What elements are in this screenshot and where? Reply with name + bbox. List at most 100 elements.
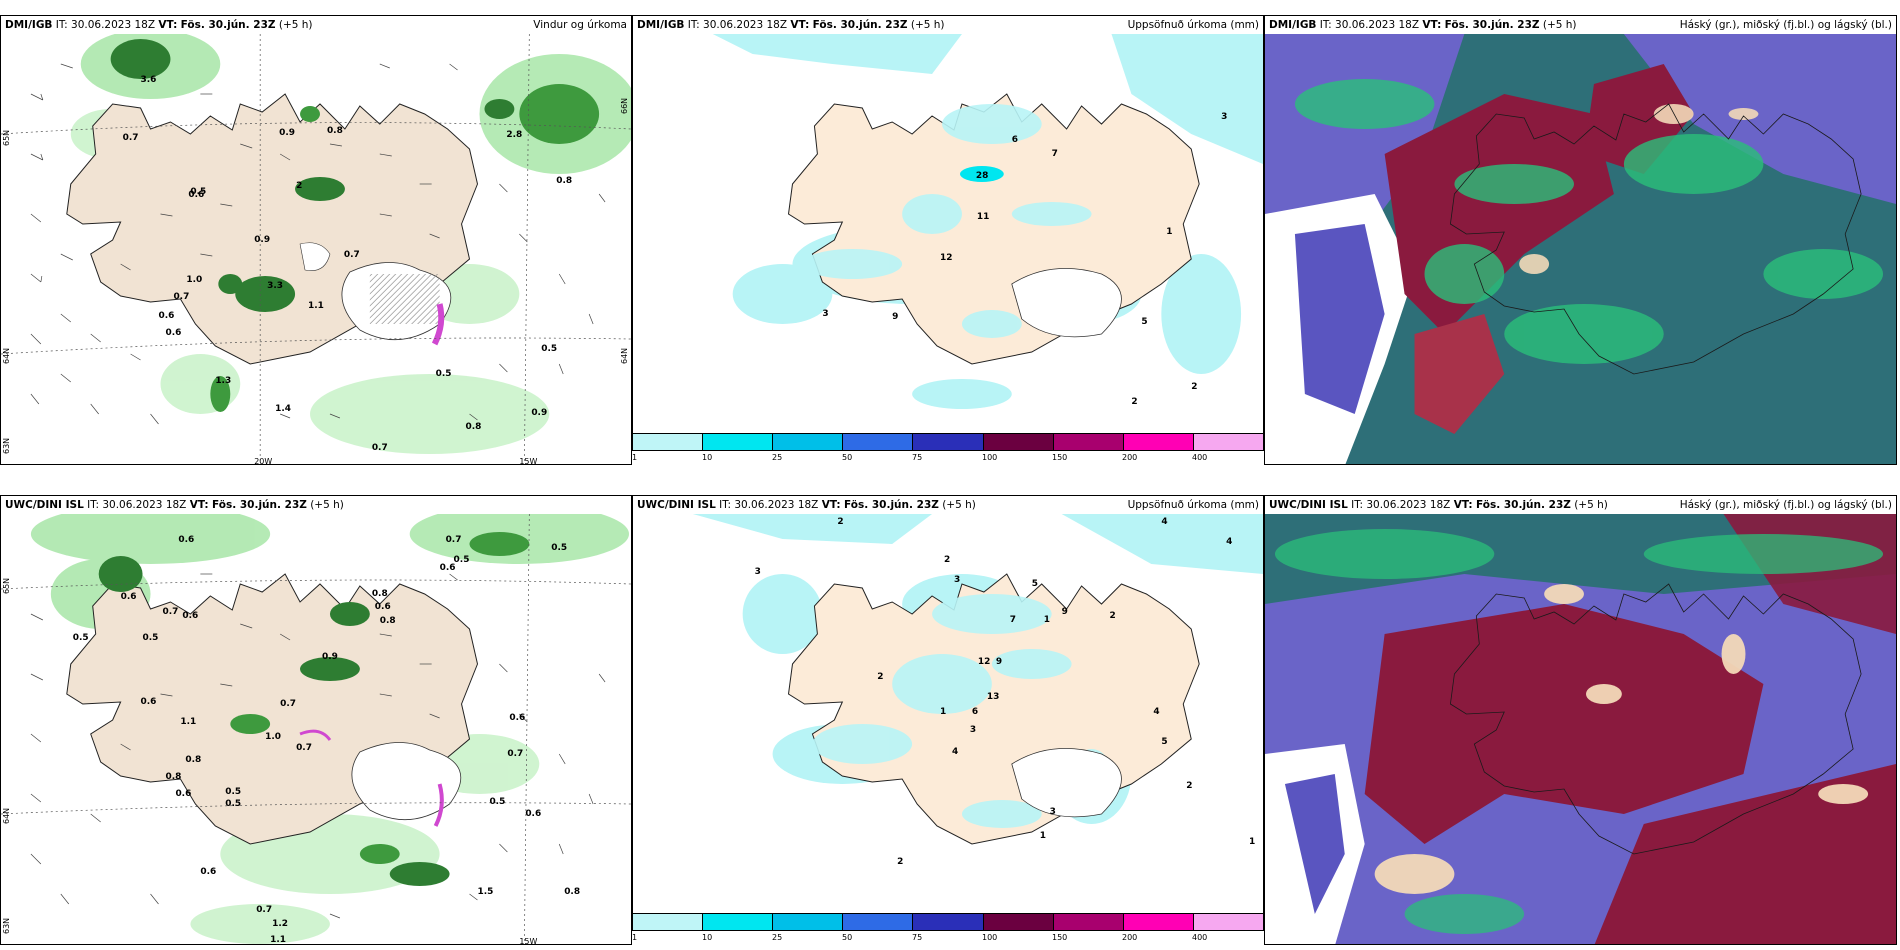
colorbar-swatch: [773, 914, 844, 930]
svg-text:0.8: 0.8: [372, 589, 388, 599]
colorbar-tick: 10: [702, 933, 713, 942]
svg-text:13: 13: [987, 692, 999, 702]
colorbar-tick: 400: [1192, 453, 1208, 462]
svg-text:0.6: 0.6: [121, 592, 137, 602]
map-accum-precip: 28 6 7 3 11 12 9 3 1 5 2 2: [633, 34, 1263, 434]
colorbar-swatch: [983, 914, 1054, 930]
colorbar-accum-precip-dmi: 1 10 25 50 75 100 150 200 400: [632, 433, 1264, 463]
panel-header: UWC/DINI ISL IT: 30.06.2023 18Z VT: Fös.…: [1265, 496, 1896, 514]
map-panel-accum-precip-dmi[interactable]: DMI/IGB IT: 30.06.2023 18Z VT: Fös. 30.j…: [632, 15, 1264, 435]
svg-text:0.6: 0.6: [440, 563, 456, 573]
svg-text:6: 6: [1012, 135, 1018, 145]
init-time: IT: 30.06.2023 18Z: [687, 19, 788, 31]
svg-text:0.6: 0.6: [188, 190, 204, 200]
svg-text:3: 3: [1221, 112, 1227, 122]
svg-text:1.1: 1.1: [270, 935, 286, 945]
svg-text:0.7: 0.7: [446, 535, 462, 545]
svg-text:0.8: 0.8: [327, 126, 343, 136]
svg-text:1: 1: [1040, 831, 1046, 841]
colorbar-swatch: [913, 914, 984, 930]
svg-text:0.5: 0.5: [436, 369, 452, 379]
svg-text:15W: 15W: [519, 937, 537, 945]
colorbar-swatch: [843, 914, 914, 930]
svg-text:15W: 15W: [519, 457, 537, 465]
svg-text:11: 11: [977, 212, 989, 222]
svg-text:0.6: 0.6: [182, 611, 198, 621]
svg-text:2: 2: [1186, 781, 1192, 791]
svg-text:2: 2: [1191, 382, 1197, 392]
svg-text:0.8: 0.8: [380, 616, 396, 626]
panel-header: UWC/DINI ISL IT: 30.06.2023 18Z VT: Fös.…: [1, 496, 631, 514]
valid-time: Fös. 30.jún. 23Z: [812, 19, 908, 31]
model-name: DMI/IGB: [1269, 19, 1317, 31]
svg-text:7: 7: [1052, 149, 1058, 159]
colorbar-tick: 100: [982, 933, 998, 942]
map-panel-wind-precip-uwc[interactable]: UWC/DINI ISL IT: 30.06.2023 18Z VT: Fös.…: [0, 495, 632, 945]
map-panel-clouds-uwc[interactable]: UWC/DINI ISL IT: 30.06.2023 18Z VT: Fös.…: [1264, 495, 1897, 945]
colorbar-ticks: 1 10 25 50 75 100 150 200 400: [632, 933, 1264, 943]
svg-text:0.6: 0.6: [178, 535, 194, 545]
map-accum-precip: 2 4 3 4 2 5 3 9 2 1 7 12 9 2 1 13 6 3 4 …: [633, 514, 1263, 914]
svg-text:2: 2: [944, 555, 950, 565]
wind-barbs: [30, 573, 606, 919]
panel-header: DMI/IGB IT: 30.06.2023 18Z VT: Fös. 30.j…: [1265, 16, 1896, 34]
colorbar-swatch: [913, 434, 984, 450]
colorbar-swatch: [633, 914, 704, 930]
svg-text:0.7: 0.7: [256, 905, 272, 915]
map-wind-precip: 0.6 0.7 0.5 0.5 0.6 0.6 0.8 0.7 0.6 0.5 …: [1, 514, 631, 945]
init-time: IT: 30.06.2023 18Z: [87, 499, 187, 511]
svg-text:4: 4: [952, 747, 958, 757]
panel-header: UWC/DINI ISL IT: 30.06.2023 18Z VT: Fös.…: [633, 496, 1263, 514]
svg-text:0.5: 0.5: [541, 344, 557, 354]
valid-time: Fös. 30.jún. 23Z: [180, 19, 276, 31]
svg-text:3.3: 3.3: [267, 281, 283, 291]
svg-text:9: 9: [892, 312, 898, 322]
colorbar-tick: 100: [982, 453, 998, 462]
svg-text:0.5: 0.5: [143, 633, 159, 643]
svg-text:64N: 64N: [2, 808, 11, 824]
svg-text:5: 5: [1161, 737, 1167, 747]
svg-text:20W: 20W: [254, 457, 272, 465]
colorbar-tick: 25: [772, 933, 783, 942]
colorbar-tick: 75: [912, 453, 923, 462]
map-wind-precip: 3.6 0.7 0.6 2 0.9 0.8 2.8 0.9 1.0 0.7 0.…: [1, 34, 631, 465]
grid-labels: 15W 65N 64N 63N: [2, 578, 537, 945]
svg-text:0.7: 0.7: [372, 443, 388, 453]
svg-text:0.6: 0.6: [509, 713, 525, 723]
svg-text:0.5: 0.5: [225, 799, 241, 809]
valid-time-label: VT:: [821, 499, 841, 511]
svg-text:0.6: 0.6: [200, 867, 216, 877]
svg-text:0.5: 0.5: [454, 555, 470, 565]
svg-text:0.6: 0.6: [375, 602, 391, 612]
colorbar-swatch: [1193, 914, 1263, 930]
svg-text:7: 7: [1010, 615, 1016, 625]
map-panel-clouds-dmi[interactable]: DMI/IGB IT: 30.06.2023 18Z VT: Fös. 30.j…: [1264, 15, 1897, 465]
svg-text:3: 3: [822, 309, 828, 319]
map-panel-wind-precip-dmi[interactable]: DMI/IGB IT: 30.06.2023 18Z VT: Fös. 30.j…: [0, 15, 632, 465]
svg-text:0.6: 0.6: [525, 809, 541, 819]
svg-text:9: 9: [1062, 607, 1068, 617]
svg-text:65N: 65N: [2, 130, 11, 146]
colorbar-swatch: [1123, 434, 1194, 450]
map-panel-accum-precip-uwc[interactable]: UWC/DINI ISL IT: 30.06.2023 18Z VT: Fös.…: [632, 495, 1264, 915]
svg-text:4: 4: [1226, 537, 1232, 547]
svg-text:0.7: 0.7: [173, 292, 189, 302]
svg-text:0.6: 0.6: [141, 697, 157, 707]
svg-text:0.5: 0.5: [489, 797, 505, 807]
valid-time: Fös. 30.jún. 23Z: [843, 499, 939, 511]
svg-text:1.0: 1.0: [265, 732, 281, 742]
panel-header: DMI/IGB IT: 30.06.2023 18Z VT: Fös. 30.j…: [633, 16, 1263, 34]
init-time: IT: 30.06.2023 18Z: [1319, 19, 1420, 31]
model-name: UWC/DINI ISL: [637, 499, 716, 511]
valid-time: Fös. 30.jún. 23Z: [211, 499, 307, 511]
init-time: IT: 30.06.2023 18Z: [55, 19, 156, 31]
svg-text:66N: 66N: [620, 98, 629, 114]
svg-text:4: 4: [1153, 707, 1159, 717]
colorbar-tick: 75: [912, 933, 923, 942]
colorbar-swatch: [1053, 434, 1124, 450]
colorbar-ticks: 1 10 25 50 75 100 150 200 400: [632, 453, 1264, 463]
colorbar-tick: 50: [842, 933, 853, 942]
svg-text:2: 2: [837, 517, 843, 527]
svg-text:0.6: 0.6: [159, 311, 175, 321]
colorbar-swatch: [773, 434, 844, 450]
